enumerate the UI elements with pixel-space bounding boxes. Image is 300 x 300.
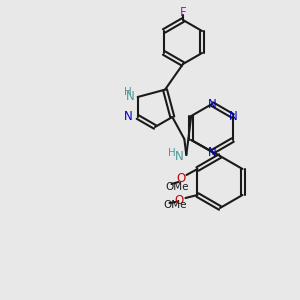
Text: N: N (124, 110, 133, 124)
Text: N: N (208, 146, 216, 158)
Text: N: N (175, 151, 184, 164)
Text: H: H (124, 87, 132, 97)
Text: OMe: OMe (164, 200, 187, 210)
Text: N: N (208, 98, 216, 110)
Text: OMe: OMe (166, 182, 189, 192)
Text: F: F (180, 7, 186, 20)
Text: O: O (177, 172, 186, 185)
Text: N: N (126, 91, 135, 103)
Text: H: H (168, 148, 176, 158)
Text: O: O (175, 194, 184, 206)
Text: N: N (228, 110, 237, 122)
